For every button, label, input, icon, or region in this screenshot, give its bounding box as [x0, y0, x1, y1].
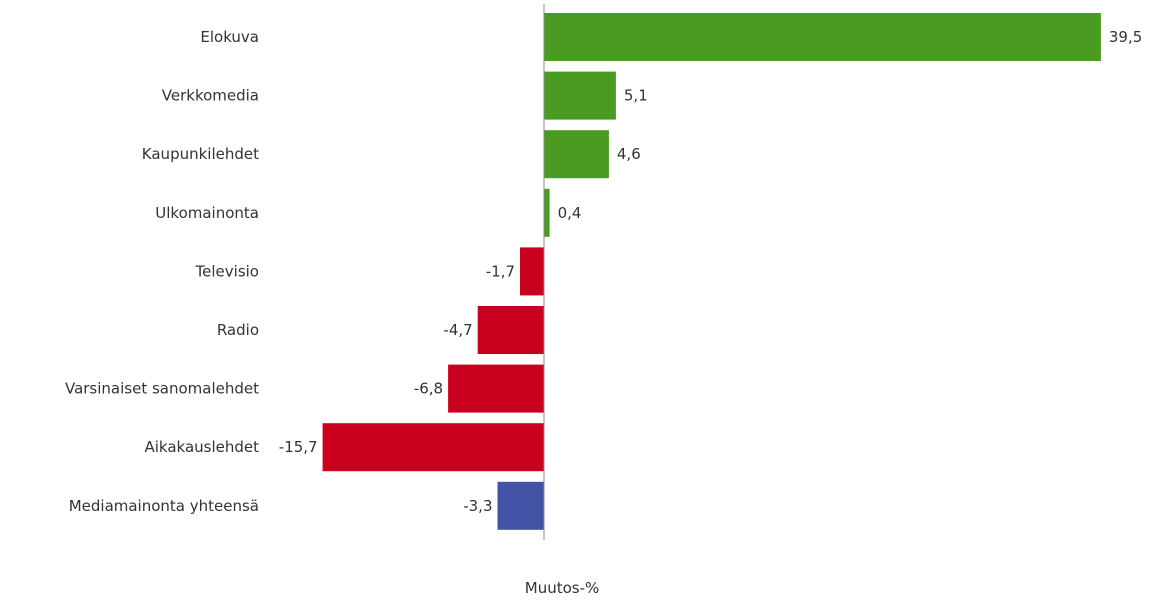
value-label: -3,3: [463, 497, 492, 515]
value-label: -1,7: [486, 262, 515, 280]
bar-8: [322, 423, 544, 472]
bar-1: [544, 13, 1101, 61]
category-label: Verkkomedia: [162, 87, 259, 105]
bar-6: [477, 306, 544, 354]
category-label: Radio: [217, 321, 259, 339]
bar-4: [544, 188, 550, 237]
value-label: -6,8: [414, 380, 443, 398]
category-label: Ulkomainonta: [155, 204, 259, 222]
category-label: Mediamainonta yhteensä: [69, 497, 259, 515]
value-labels-group: 39,5 5,1 4,6 0,4 -1,7 -4,7 -6,8 -15,7 -3,3: [279, 28, 1143, 515]
bar-5: [520, 247, 544, 296]
value-label: 5,1: [624, 87, 648, 105]
category-label: Elokuva: [200, 28, 259, 46]
bar-7: [448, 364, 544, 413]
category-label: Aikakauslehdet: [144, 438, 259, 456]
category-label: Varsinaiset sanomalehdet: [65, 380, 259, 398]
value-label: -4,7: [443, 321, 472, 339]
bar-3: [544, 130, 609, 179]
value-label: 39,5: [1109, 28, 1142, 46]
category-labels-group: Elokuva Verkkomedia Kaupunkilehdet Ulkomain…: [65, 28, 259, 515]
bars-group: [322, 13, 1101, 530]
x-axis-title: Muutos-%: [525, 579, 600, 597]
category-label: Televisio: [195, 262, 259, 280]
value-label: 4,6: [617, 145, 641, 163]
value-label: -15,7: [279, 438, 318, 456]
category-label: Kaupunkilehdet: [142, 145, 259, 163]
value-label: 0,4: [558, 204, 582, 222]
bar-2: [544, 71, 616, 120]
bar-9: [497, 481, 544, 530]
